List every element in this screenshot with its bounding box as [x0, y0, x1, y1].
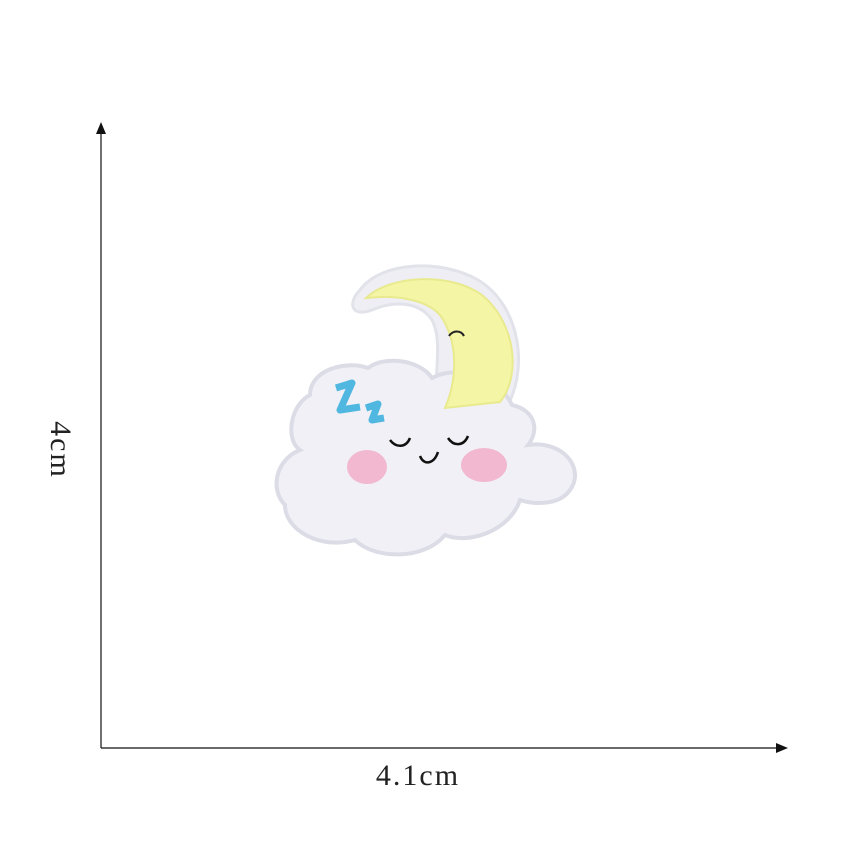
width-label: 4.1cm: [376, 759, 460, 792]
sleep-z: [334, 379, 385, 424]
moon-eye: [448, 330, 465, 337]
cloud-eye-left: [389, 437, 412, 447]
height-arrow: [96, 122, 106, 134]
height-label: 4cm: [44, 421, 77, 479]
width-arrow: [776, 743, 788, 753]
moon: [363, 278, 514, 410]
cloud: [274, 358, 577, 557]
cheek-left: [347, 450, 387, 484]
cloud-eye-right: [446, 435, 470, 446]
patch: [274, 264, 577, 557]
cloud-mouth: [418, 451, 440, 464]
cheek-right: [461, 448, 507, 482]
